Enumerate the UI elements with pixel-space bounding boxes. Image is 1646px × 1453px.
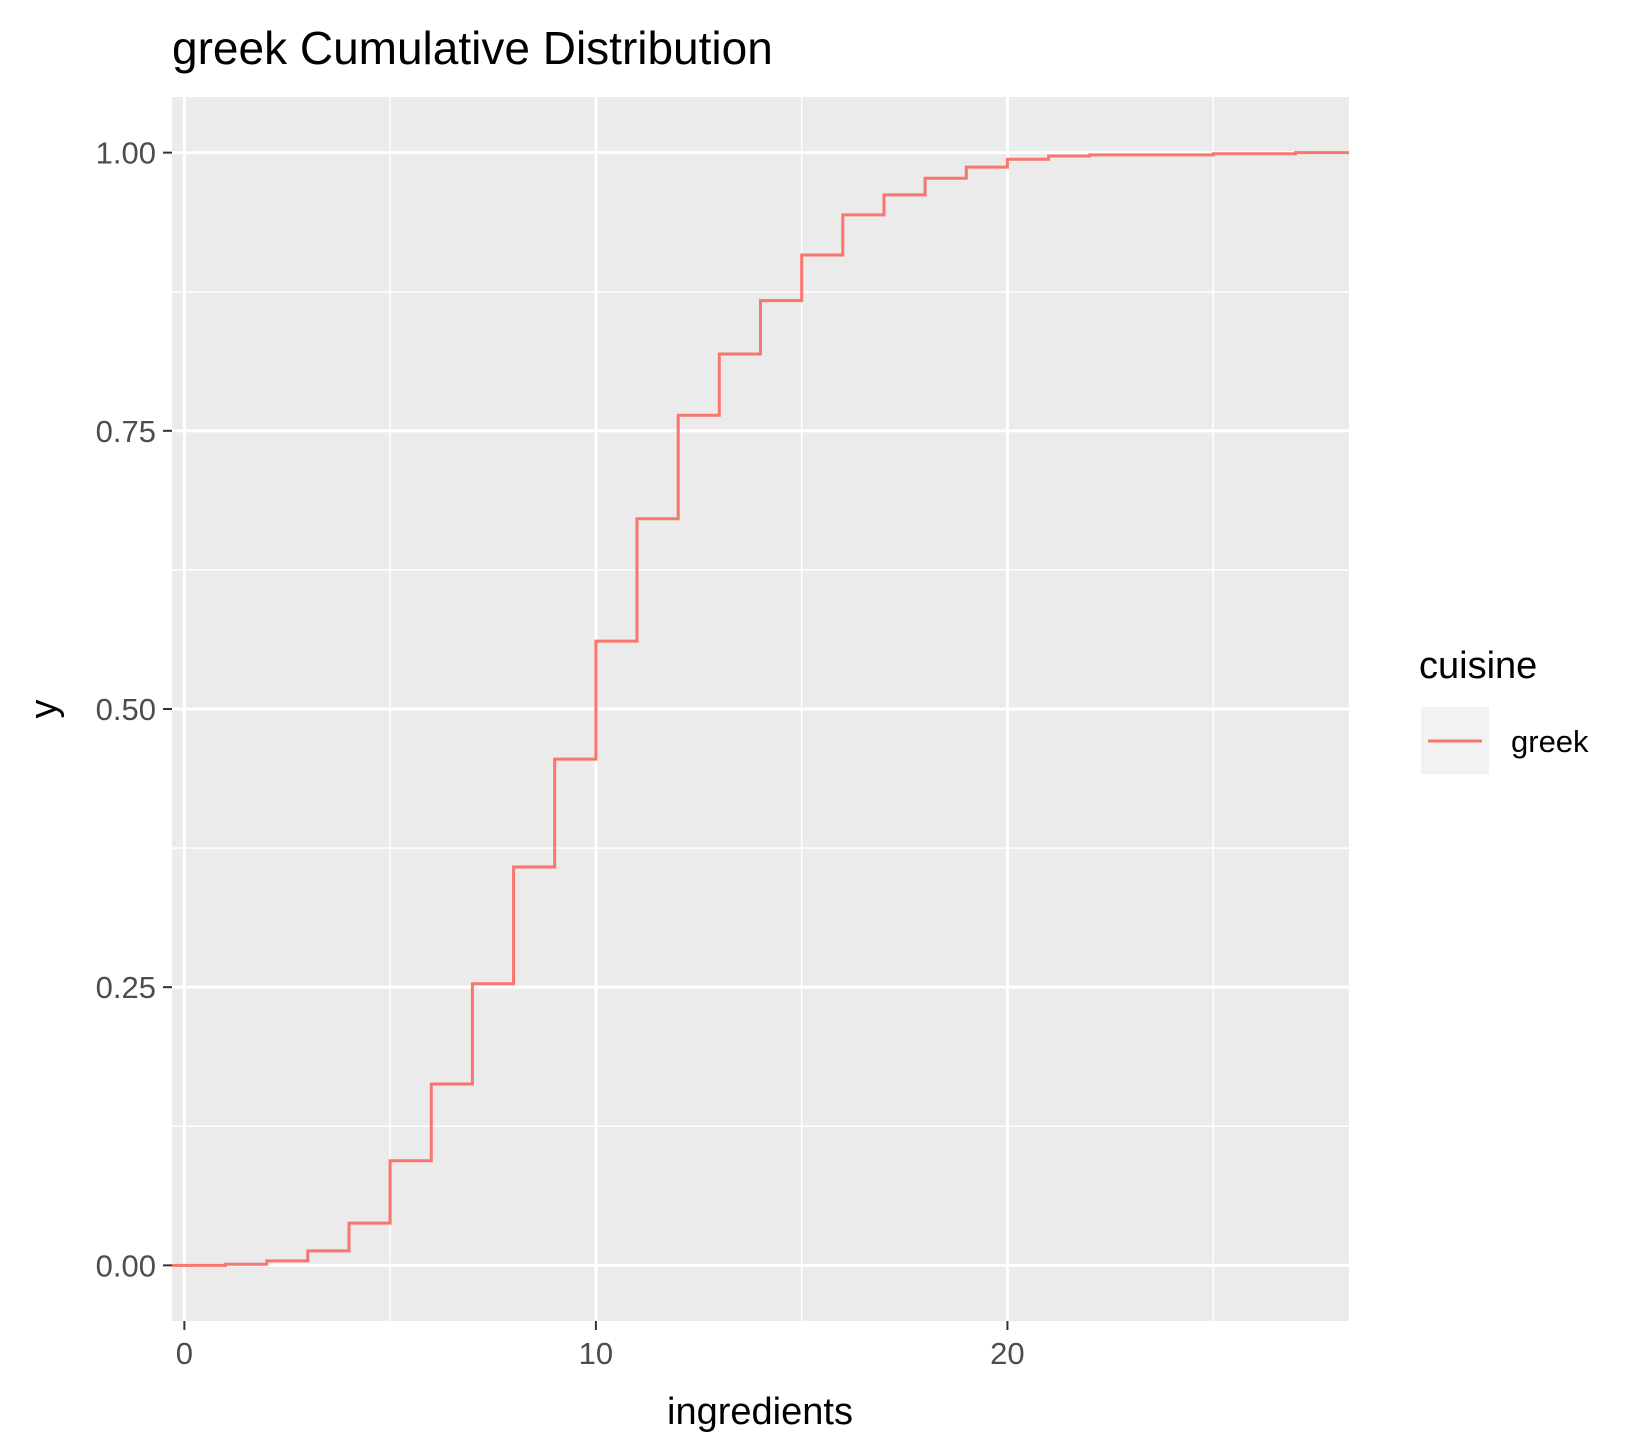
y-tick-label: 0.75 <box>96 414 156 449</box>
x-tick-label: 10 <box>579 1336 613 1371</box>
y-tick-label: 0.00 <box>96 1248 156 1283</box>
y-tick-label: 0.25 <box>96 970 156 1005</box>
x-axis: 0 10 20 <box>176 1321 1025 1371</box>
x-axis-title: ingredients <box>667 1391 853 1433</box>
legend: cuisine greek <box>1419 645 1589 774</box>
legend-label-greek: greek <box>1511 724 1589 759</box>
chart-title: greek Cumulative Distribution <box>172 22 773 74</box>
series-layer <box>172 151 1349 1267</box>
y-tick-label: 1.00 <box>96 136 156 171</box>
series-line-greek <box>172 151 1349 1267</box>
x-tick-label: 0 <box>176 1336 193 1371</box>
y-tick-label: 0.50 <box>96 692 156 727</box>
major-gridlines <box>172 97 1349 1321</box>
legend-title: cuisine <box>1419 645 1537 687</box>
x-tick-label: 20 <box>990 1336 1024 1371</box>
y-axis: 0.00 0.25 0.50 0.75 1.00 <box>96 136 172 1283</box>
y-axis-title: y <box>23 700 65 719</box>
